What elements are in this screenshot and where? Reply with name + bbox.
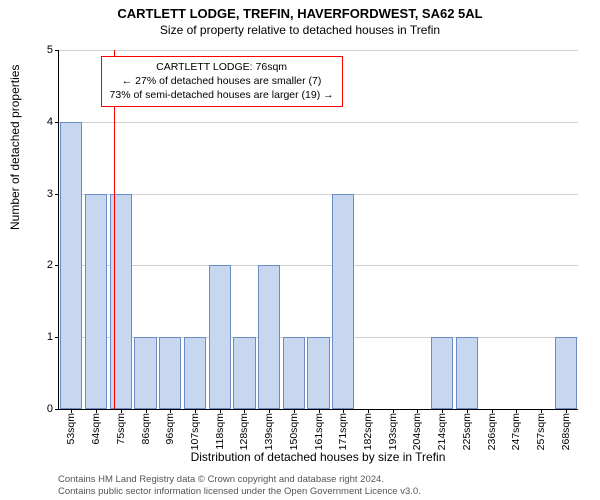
bar-slot: 193sqm: [380, 50, 405, 409]
bar-slot: 225sqm: [455, 50, 480, 409]
bar-slot: 182sqm: [356, 50, 381, 409]
x-tick-label: 64sqm: [90, 413, 102, 445]
x-tick-mark: [566, 409, 567, 413]
y-tick-mark: [55, 409, 59, 410]
x-tick-label: 86sqm: [140, 413, 152, 445]
x-tick-mark: [492, 409, 493, 413]
x-tick-mark: [146, 409, 147, 413]
x-tick-mark: [220, 409, 221, 413]
bar: [233, 337, 255, 409]
x-tick-mark: [294, 409, 295, 413]
x-tick-label: 193sqm: [387, 413, 399, 450]
x-tick-mark: [343, 409, 344, 413]
y-tick-label: 2: [47, 259, 53, 271]
x-tick-label: 236sqm: [486, 413, 498, 450]
x-tick-mark: [467, 409, 468, 413]
bar: [159, 337, 181, 409]
bar-slot: 53sqm: [59, 50, 84, 409]
attribution-line-1: Contains HM Land Registry data © Crown c…: [58, 474, 421, 486]
bar: [283, 337, 305, 409]
bar: [184, 337, 206, 409]
bar: [332, 194, 354, 409]
x-tick-label: 75sqm: [115, 413, 127, 445]
x-tick-mark: [417, 409, 418, 413]
x-tick-label: 128sqm: [238, 413, 250, 450]
y-tick-label: 4: [47, 116, 53, 128]
x-tick-label: 257sqm: [535, 413, 547, 450]
x-tick-label: 161sqm: [313, 413, 325, 450]
x-tick-label: 107sqm: [189, 413, 201, 450]
y-tick-label: 3: [47, 188, 53, 200]
x-tick-label: 225sqm: [461, 413, 473, 450]
bar: [555, 337, 577, 409]
annotation-line: ← 27% of detached houses are smaller (7): [110, 74, 334, 88]
annotation-line: 73% of semi-detached houses are larger (…: [110, 88, 334, 102]
x-tick-mark: [71, 409, 72, 413]
x-tick-mark: [170, 409, 171, 413]
x-tick-label: 204sqm: [411, 413, 423, 450]
bar: [456, 337, 478, 409]
bar-slot: 268sqm: [553, 50, 578, 409]
bar: [209, 265, 231, 409]
annotation-box: CARTLETT LODGE: 76sqm← 27% of detached h…: [101, 56, 343, 107]
bar-slot: 214sqm: [430, 50, 455, 409]
attribution: Contains HM Land Registry data © Crown c…: [58, 474, 421, 498]
x-tick-label: 214sqm: [436, 413, 448, 450]
x-tick-mark: [195, 409, 196, 413]
x-tick-label: 182sqm: [362, 413, 374, 450]
x-tick-mark: [244, 409, 245, 413]
bar: [85, 194, 107, 409]
bar-slot: 247sqm: [504, 50, 529, 409]
x-tick-mark: [516, 409, 517, 413]
x-tick-mark: [368, 409, 369, 413]
x-tick-label: 171sqm: [337, 413, 349, 450]
x-tick-mark: [442, 409, 443, 413]
y-axis-label: Number of detached properties: [8, 65, 22, 230]
annotation-line: CARTLETT LODGE: 76sqm: [110, 60, 334, 74]
x-tick-mark: [269, 409, 270, 413]
x-tick-label: 53sqm: [65, 413, 77, 445]
x-tick-label: 150sqm: [288, 413, 300, 450]
plot-area: 01234553sqm64sqm75sqm86sqm96sqm107sqm118…: [58, 50, 578, 410]
x-axis-label: Distribution of detached houses by size …: [58, 450, 578, 464]
bar: [307, 337, 329, 409]
chart-title: CARTLETT LODGE, TREFIN, HAVERFORDWEST, S…: [0, 0, 600, 21]
x-tick-label: 268sqm: [560, 413, 572, 450]
x-tick-mark: [393, 409, 394, 413]
y-tick-label: 1: [47, 331, 53, 343]
bar: [60, 122, 82, 409]
bar: [134, 337, 156, 409]
x-tick-label: 96sqm: [164, 413, 176, 445]
x-tick-mark: [541, 409, 542, 413]
y-tick-label: 5: [47, 44, 53, 56]
x-tick-label: 247sqm: [510, 413, 522, 450]
x-tick-mark: [121, 409, 122, 413]
bar: [258, 265, 280, 409]
attribution-line-2: Contains public sector information licen…: [58, 486, 421, 498]
y-tick-label: 0: [47, 403, 53, 415]
x-tick-mark: [319, 409, 320, 413]
x-tick-label: 118sqm: [214, 413, 226, 450]
chart-subtitle: Size of property relative to detached ho…: [0, 21, 600, 37]
bar: [431, 337, 453, 409]
bar-slot: 236sqm: [479, 50, 504, 409]
x-tick-label: 139sqm: [263, 413, 275, 450]
x-tick-mark: [96, 409, 97, 413]
bar-slot: 257sqm: [529, 50, 554, 409]
bar-slot: 204sqm: [405, 50, 430, 409]
